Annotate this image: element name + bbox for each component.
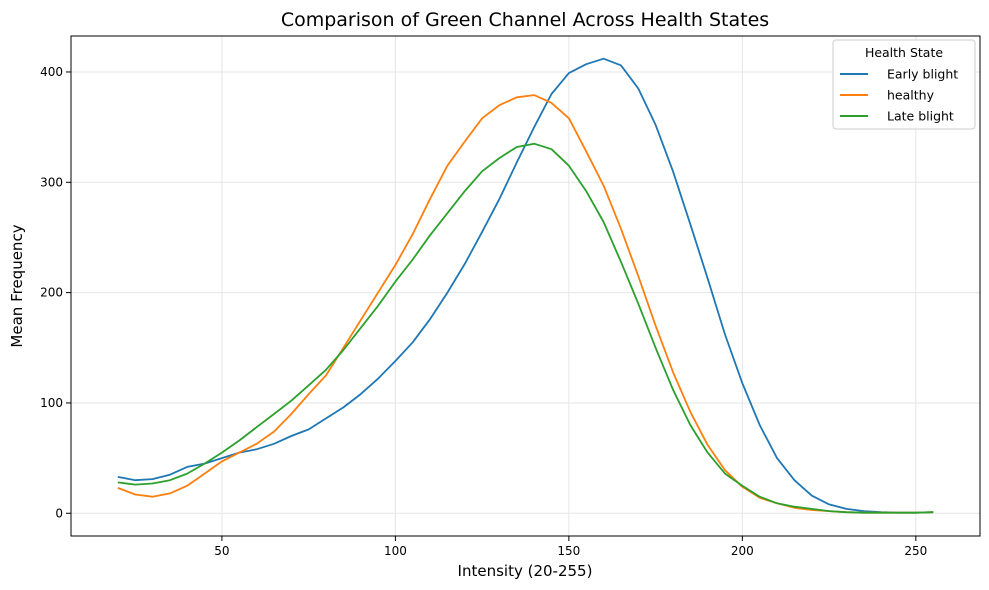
legend-box xyxy=(832,39,976,130)
x-tick-label: 50 xyxy=(214,544,229,558)
legend-items: Early blight healthy Late blight xyxy=(840,67,958,124)
legend-title: Health State xyxy=(865,45,943,60)
legend-label: Early blight xyxy=(887,67,958,82)
legend: Health State Early blight healthy Late bli… xyxy=(832,39,976,130)
y-tick-label: 300 xyxy=(40,175,63,189)
x-tick-label: 100 xyxy=(384,544,407,558)
x-axis: 50 100 150 200 250 xyxy=(214,536,927,558)
y-tick-label: 200 xyxy=(40,286,63,300)
series-group xyxy=(117,57,934,514)
y-tick-label: 100 xyxy=(40,396,63,410)
chart-title: Comparison of Green Channel Across Healt… xyxy=(281,9,769,31)
y-tick-label: 400 xyxy=(40,65,63,79)
y-axis: 0 100 200 300 400 xyxy=(40,65,71,520)
x-tick-label: 150 xyxy=(557,544,580,558)
x-tick-label: 250 xyxy=(904,544,927,558)
series-line-0 xyxy=(117,57,934,514)
x-tick-label: 200 xyxy=(731,544,754,558)
legend-label: Late blight xyxy=(887,109,954,124)
y-axis-label: Mean Frequency xyxy=(8,224,26,347)
series-line-1 xyxy=(117,94,934,514)
series-line-2 xyxy=(117,142,934,514)
legend-label: healthy xyxy=(887,88,935,103)
y-tick-label: 0 xyxy=(55,506,63,520)
plot-frame xyxy=(70,35,981,537)
x-axis-label: Intensity (20-255) xyxy=(458,562,593,580)
